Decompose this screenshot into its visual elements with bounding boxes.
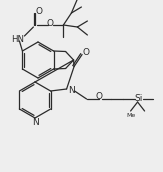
Text: N: N: [68, 85, 75, 94]
Text: HN: HN: [11, 35, 24, 44]
Text: O: O: [83, 48, 90, 57]
Text: O: O: [47, 19, 54, 28]
Text: Me: Me: [126, 112, 135, 117]
Text: N: N: [33, 117, 39, 126]
Text: Si: Si: [134, 94, 143, 103]
Text: O: O: [36, 7, 43, 15]
Text: O: O: [95, 92, 102, 100]
